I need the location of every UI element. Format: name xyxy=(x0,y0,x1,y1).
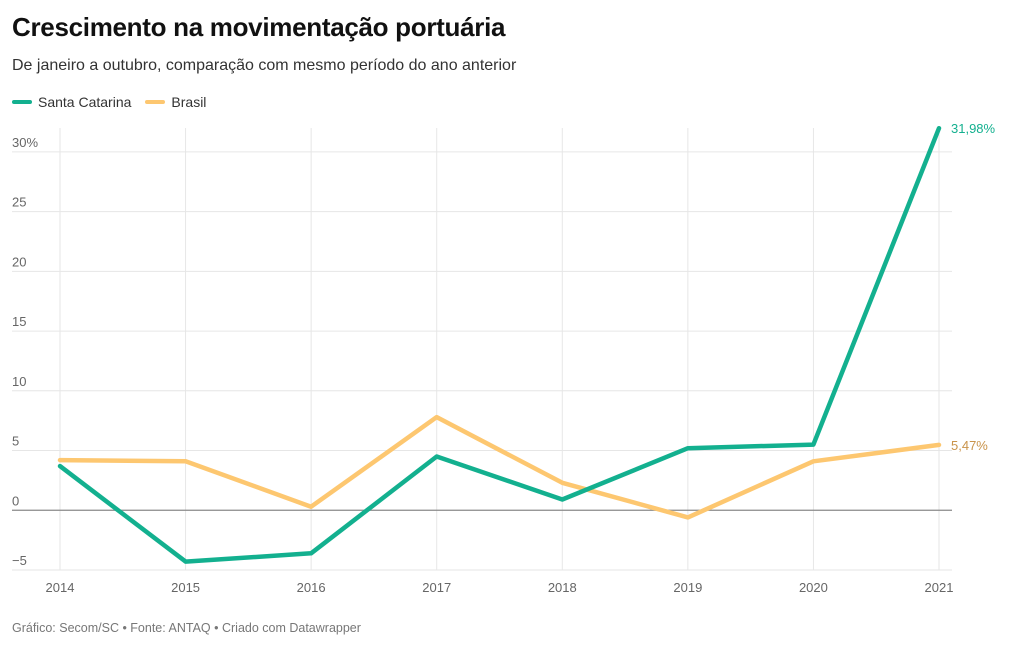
y-tick-label: 15 xyxy=(12,314,26,329)
x-tick-label: 2014 xyxy=(46,580,75,595)
y-tick-label: 0 xyxy=(12,493,19,508)
x-tick-label: 2015 xyxy=(171,580,200,595)
y-tick-label: 20 xyxy=(12,254,26,269)
legend: Santa Catarina Brasil xyxy=(12,94,220,110)
legend-swatch-santa-catarina xyxy=(12,100,32,104)
x-tick-label: 2016 xyxy=(297,580,326,595)
y-tick-label: 10 xyxy=(12,374,26,389)
y-tick-label: 25 xyxy=(12,195,26,210)
x-tick-label: 2021 xyxy=(925,580,954,595)
x-tick-label: 2017 xyxy=(422,580,451,595)
x-tick-label: 2019 xyxy=(673,580,702,595)
y-tick-label: 30% xyxy=(12,135,38,150)
y-tick-label: 5 xyxy=(12,434,19,449)
series-line-brasil xyxy=(57,414,942,520)
x-tick-label: 2018 xyxy=(548,580,577,595)
x-tick-label: 2020 xyxy=(799,580,828,595)
series-line-santa-catarina xyxy=(57,125,942,564)
legend-label-brasil: Brasil xyxy=(171,94,207,110)
chart-title: Crescimento na movimentação portuária xyxy=(12,12,506,42)
chart-subtitle: De janeiro a outubro, comparação com mes… xyxy=(12,57,517,74)
legend-item-brasil: Brasil xyxy=(145,94,206,110)
legend-label-santa-catarina: Santa Catarina xyxy=(38,94,132,110)
legend-swatch-brasil xyxy=(145,100,166,104)
end-label-santa-catarina: 31,98% xyxy=(951,121,996,136)
y-tick-label: −5 xyxy=(12,553,27,568)
chart-source: Gráfico: Secom/SC • Fonte: ANTAQ • Criad… xyxy=(12,621,361,635)
end-label-brasil: 5,47% xyxy=(951,438,988,453)
legend-item-santa-catarina: Santa Catarina xyxy=(12,94,131,110)
